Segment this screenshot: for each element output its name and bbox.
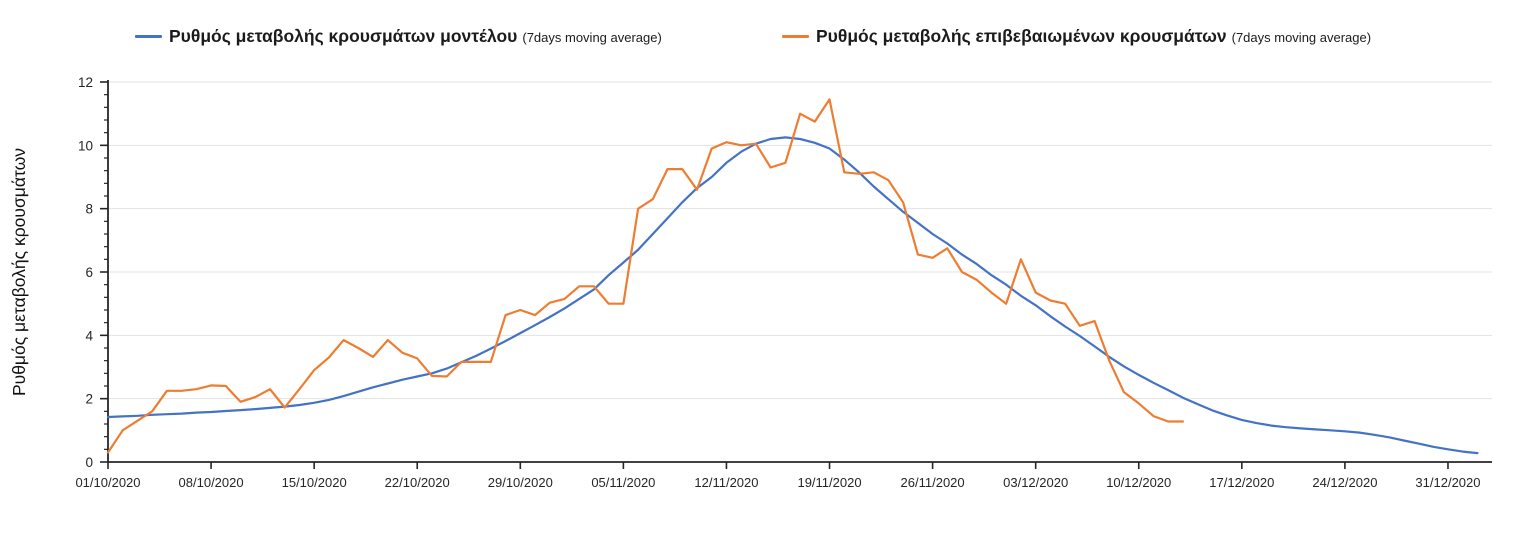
x-tick-label: 10/12/2020 xyxy=(1106,475,1171,490)
y-tick-label: 2 xyxy=(85,392,93,407)
x-tick-label: 15/10/2020 xyxy=(282,475,347,490)
x-tick-label: 19/11/2020 xyxy=(797,475,861,490)
x-tick-label: 01/10/2020 xyxy=(75,475,140,490)
x-tick-label: 31/12/2020 xyxy=(1415,475,1480,490)
x-tick-label: 12/11/2020 xyxy=(694,475,758,490)
x-tick-label: 26/11/2020 xyxy=(901,475,965,490)
x-tick-label: 03/12/2020 xyxy=(1003,475,1068,490)
y-tick-label: 4 xyxy=(85,328,93,343)
x-tick-label: 22/10/2020 xyxy=(385,475,450,490)
y-tick-label: 12 xyxy=(78,75,93,90)
legend-item-confirmed: Ρυθμός μεταβολής επιβεβαιωμένων κρουσμάτ… xyxy=(782,24,1371,48)
x-tick-label: 05/11/2020 xyxy=(591,475,655,490)
confirmed-series-line xyxy=(106,98,1185,454)
legend-label-confirmed: Ρυθμός μεταβολής επιβεβαιωμένων κρουσμάτ… xyxy=(816,25,1227,46)
y-tick-label: 8 xyxy=(85,202,93,217)
x-tick-label: 08/10/2020 xyxy=(179,475,244,490)
x-tick-label: 17/12/2020 xyxy=(1209,475,1274,490)
x-tick-label: 24/12/2020 xyxy=(1312,475,1377,490)
model-line-swatch-icon xyxy=(135,34,162,38)
legend-label-model: Ρυθμός μεταβολής κρουσμάτων μοντέλου xyxy=(169,25,518,46)
y-tick-label: 0 xyxy=(85,455,93,470)
y-tick-label: 6 xyxy=(85,265,93,280)
legend-note-model: (7days moving average) xyxy=(522,29,662,45)
confirmed-line-swatch-icon xyxy=(782,34,809,38)
legend-note-confirmed: (7days moving average) xyxy=(1231,29,1372,45)
legend-item-model: Ρυθμός μεταβολής κρουσμάτων μοντέλου (7d… xyxy=(135,24,662,48)
y-tick-label: 10 xyxy=(78,138,93,153)
model-series-line xyxy=(106,136,1479,455)
x-tick-label: 29/10/2020 xyxy=(488,475,553,490)
